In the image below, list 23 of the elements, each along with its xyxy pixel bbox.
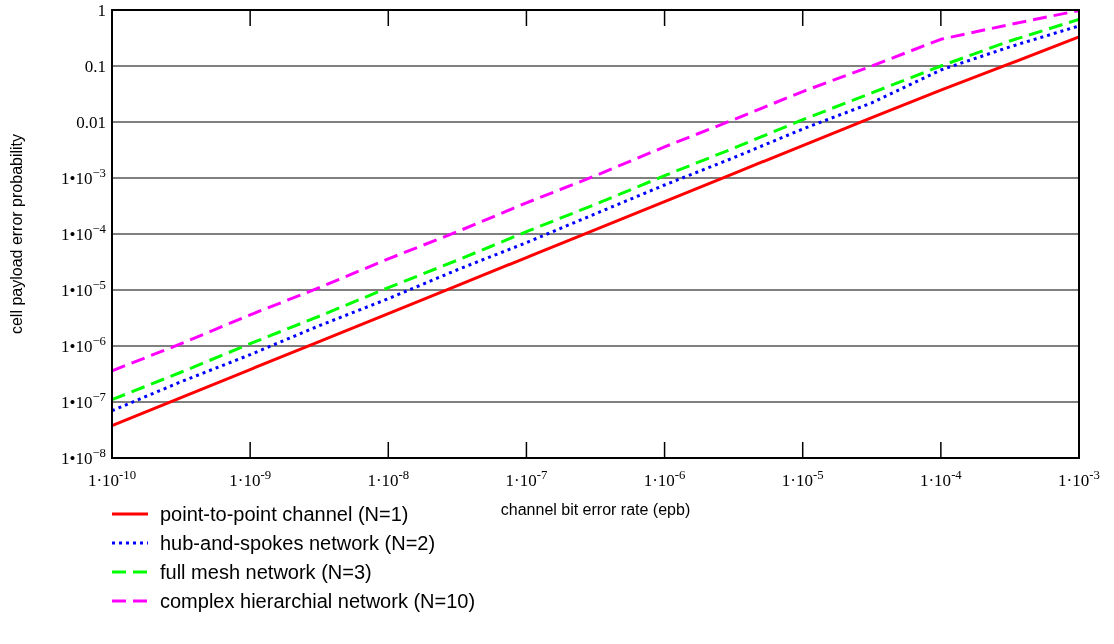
y-tick-label: 1•10$^{−7}$: [60, 390, 106, 412]
y-tick-label: 1•10$^{−3}$: [60, 166, 106, 188]
y-tick-label: 1•10$^{−5}$: [60, 278, 106, 300]
y-tick-label: 1•10$^{−6}$: [60, 334, 106, 356]
legend-label: complex hierarchial network (N=10): [160, 590, 476, 612]
x-axis-title: channel bit error rate (epb): [500, 501, 691, 518]
x-tick-label: 1·10$^{-7}$: [505, 468, 548, 490]
y-tick-label: 0.01: [76, 113, 106, 132]
y-tick-label: 1•10$^{−4}$: [60, 222, 107, 244]
legend-label: hub-and-spokes network (N=2): [160, 532, 436, 554]
x-tick-label: 1·10$^{-10}$: [87, 468, 137, 490]
x-tick-label: 1·10$^{-6}$: [643, 468, 686, 490]
y-tick-label: 1: [97, 1, 106, 20]
y-tick-label: 1•10$^{−8}$: [60, 446, 106, 468]
x-tick-label: 1·10$^{-3}$: [1058, 468, 1100, 490]
y-tick-label: 0.1: [84, 57, 106, 76]
legend-label: point-to-point channel (N=1): [160, 503, 409, 525]
x-tick-label: 1·10$^{-4}$: [919, 468, 963, 490]
legend-label: full mesh network (N=3): [160, 561, 372, 583]
x-tick-label: 1·10$^{-5}$: [781, 468, 824, 490]
x-tick-label: 1·10$^{-8}$: [367, 468, 410, 490]
x-tick-label: 1·10$^{-9}$: [229, 468, 272, 490]
y-axis-title: cell payload error probability: [8, 133, 25, 335]
